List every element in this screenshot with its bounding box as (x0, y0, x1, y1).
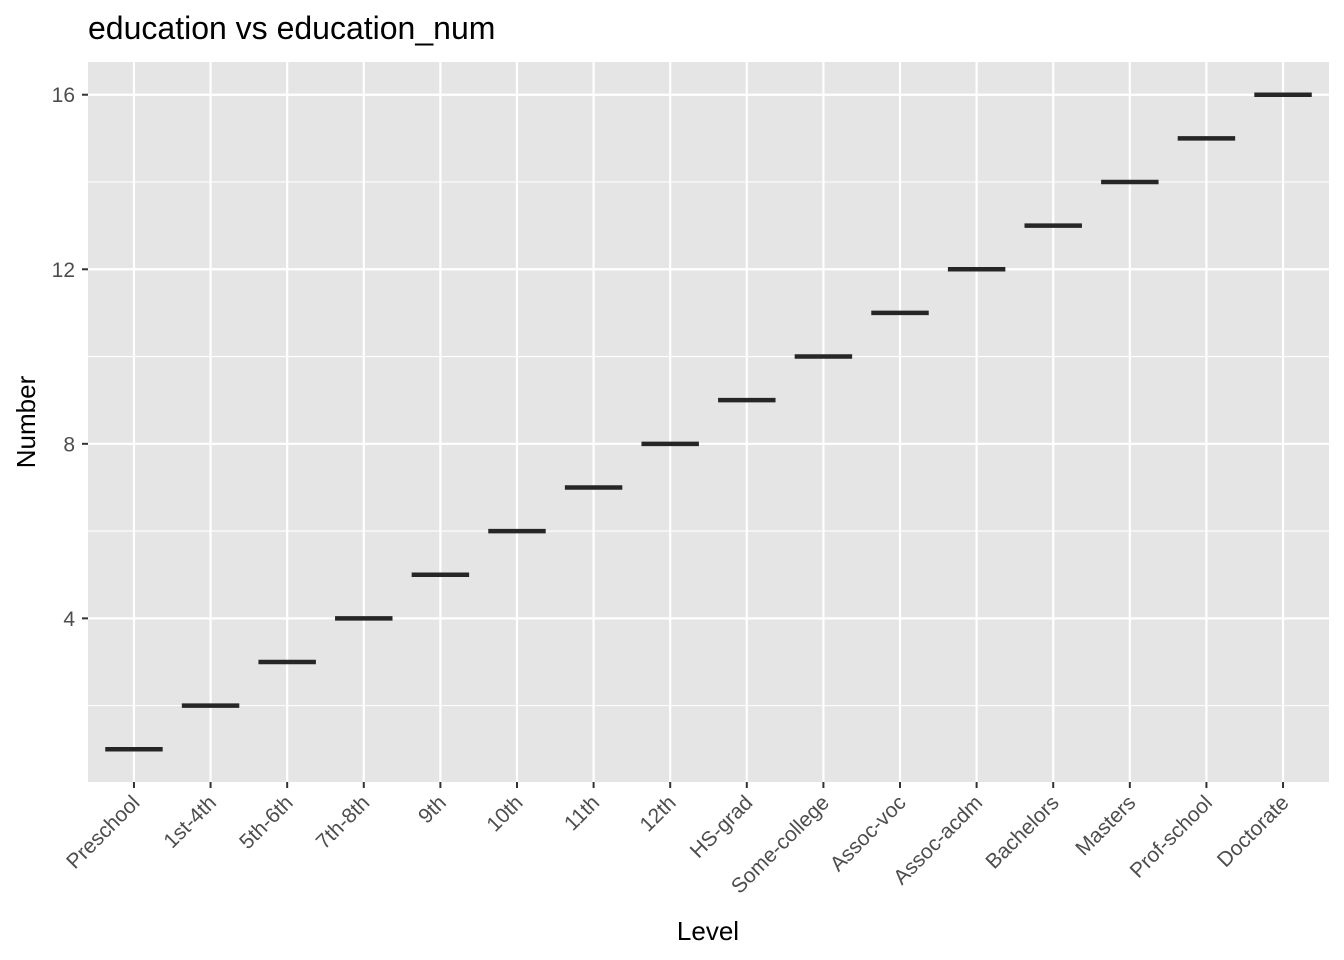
gridlines (88, 62, 1329, 782)
x-tick-label: Preschool (62, 791, 144, 873)
x-tick-label: 1st-4th (159, 791, 221, 853)
x-axis-title: Level (677, 916, 739, 946)
x-axis: Preschool 1st-4th 5th-6th 7th-8th 9th 10th 11t… (62, 782, 1294, 898)
x-tick-label: Masters (1071, 791, 1140, 860)
y-axis: 4 8 12 16 (52, 84, 88, 631)
x-tick-label: 12th (636, 791, 681, 836)
x-tick-label: Prof-school (1126, 791, 1217, 882)
y-tick-label: 4 (63, 608, 75, 631)
x-tick-label: Doctorate (1213, 791, 1294, 872)
chart-title: education vs education_num (88, 10, 495, 46)
x-tick-label: HS-grad (686, 791, 758, 863)
y-tick-label: 12 (52, 259, 75, 282)
data-marks (105, 92, 1312, 752)
plot-panel (88, 62, 1329, 782)
y-axis-title: Number (11, 375, 41, 468)
x-tick-label: Bachelors (981, 791, 1063, 873)
x-tick-label: 10th (482, 791, 527, 836)
x-tick-label: 9th (414, 791, 451, 828)
y-tick-label: 16 (52, 84, 75, 107)
y-tick-label: 8 (63, 433, 75, 456)
x-tick-label: 11th (560, 791, 604, 835)
x-tick-label: 7th-8th (312, 791, 375, 854)
x-tick-label: 5th-6th (235, 791, 298, 854)
